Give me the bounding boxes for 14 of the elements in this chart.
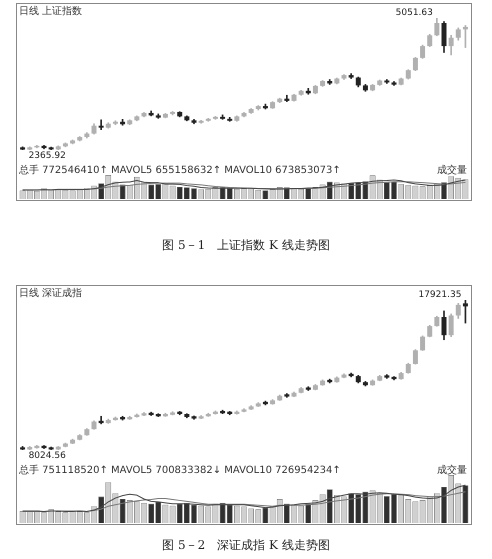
text: 2365.92 bbox=[28, 150, 66, 161]
annotation: 成交量 bbox=[437, 164, 467, 177]
chart-title: 总手 772546410↑ MAVOL5 655158632↑ MAVOL10 673853073↑ bbox=[19, 164, 341, 177]
caption: 图 5－2 深证成指 K 线走势图 bbox=[161, 537, 331, 554]
text: 8024.56 bbox=[28, 450, 66, 461]
annotation: 成交量 bbox=[437, 464, 467, 477]
annotation: 5051.63 bbox=[396, 8, 433, 18]
candlestick bbox=[462, 300, 468, 324]
chart-title: 总手 751118520↑ MAVOL5 700833382↓ MAVOL10 726954234↑ bbox=[19, 464, 341, 477]
chart-title: 日线 上证指数 bbox=[19, 4, 82, 18]
annotation: 17921.35 bbox=[418, 290, 462, 300]
candlestick bbox=[462, 25, 468, 48]
chart-title: 日线 深证成指 bbox=[19, 286, 82, 300]
caption: 图 5－1 上证指数 K 线走势图 bbox=[161, 237, 331, 254]
